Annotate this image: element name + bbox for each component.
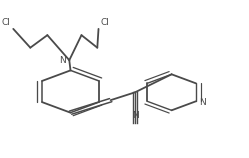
Text: Cl: Cl [101, 18, 110, 27]
Text: N: N [132, 111, 138, 120]
Text: N: N [199, 98, 205, 107]
Text: N: N [60, 56, 66, 65]
Text: Cl: Cl [2, 18, 11, 27]
